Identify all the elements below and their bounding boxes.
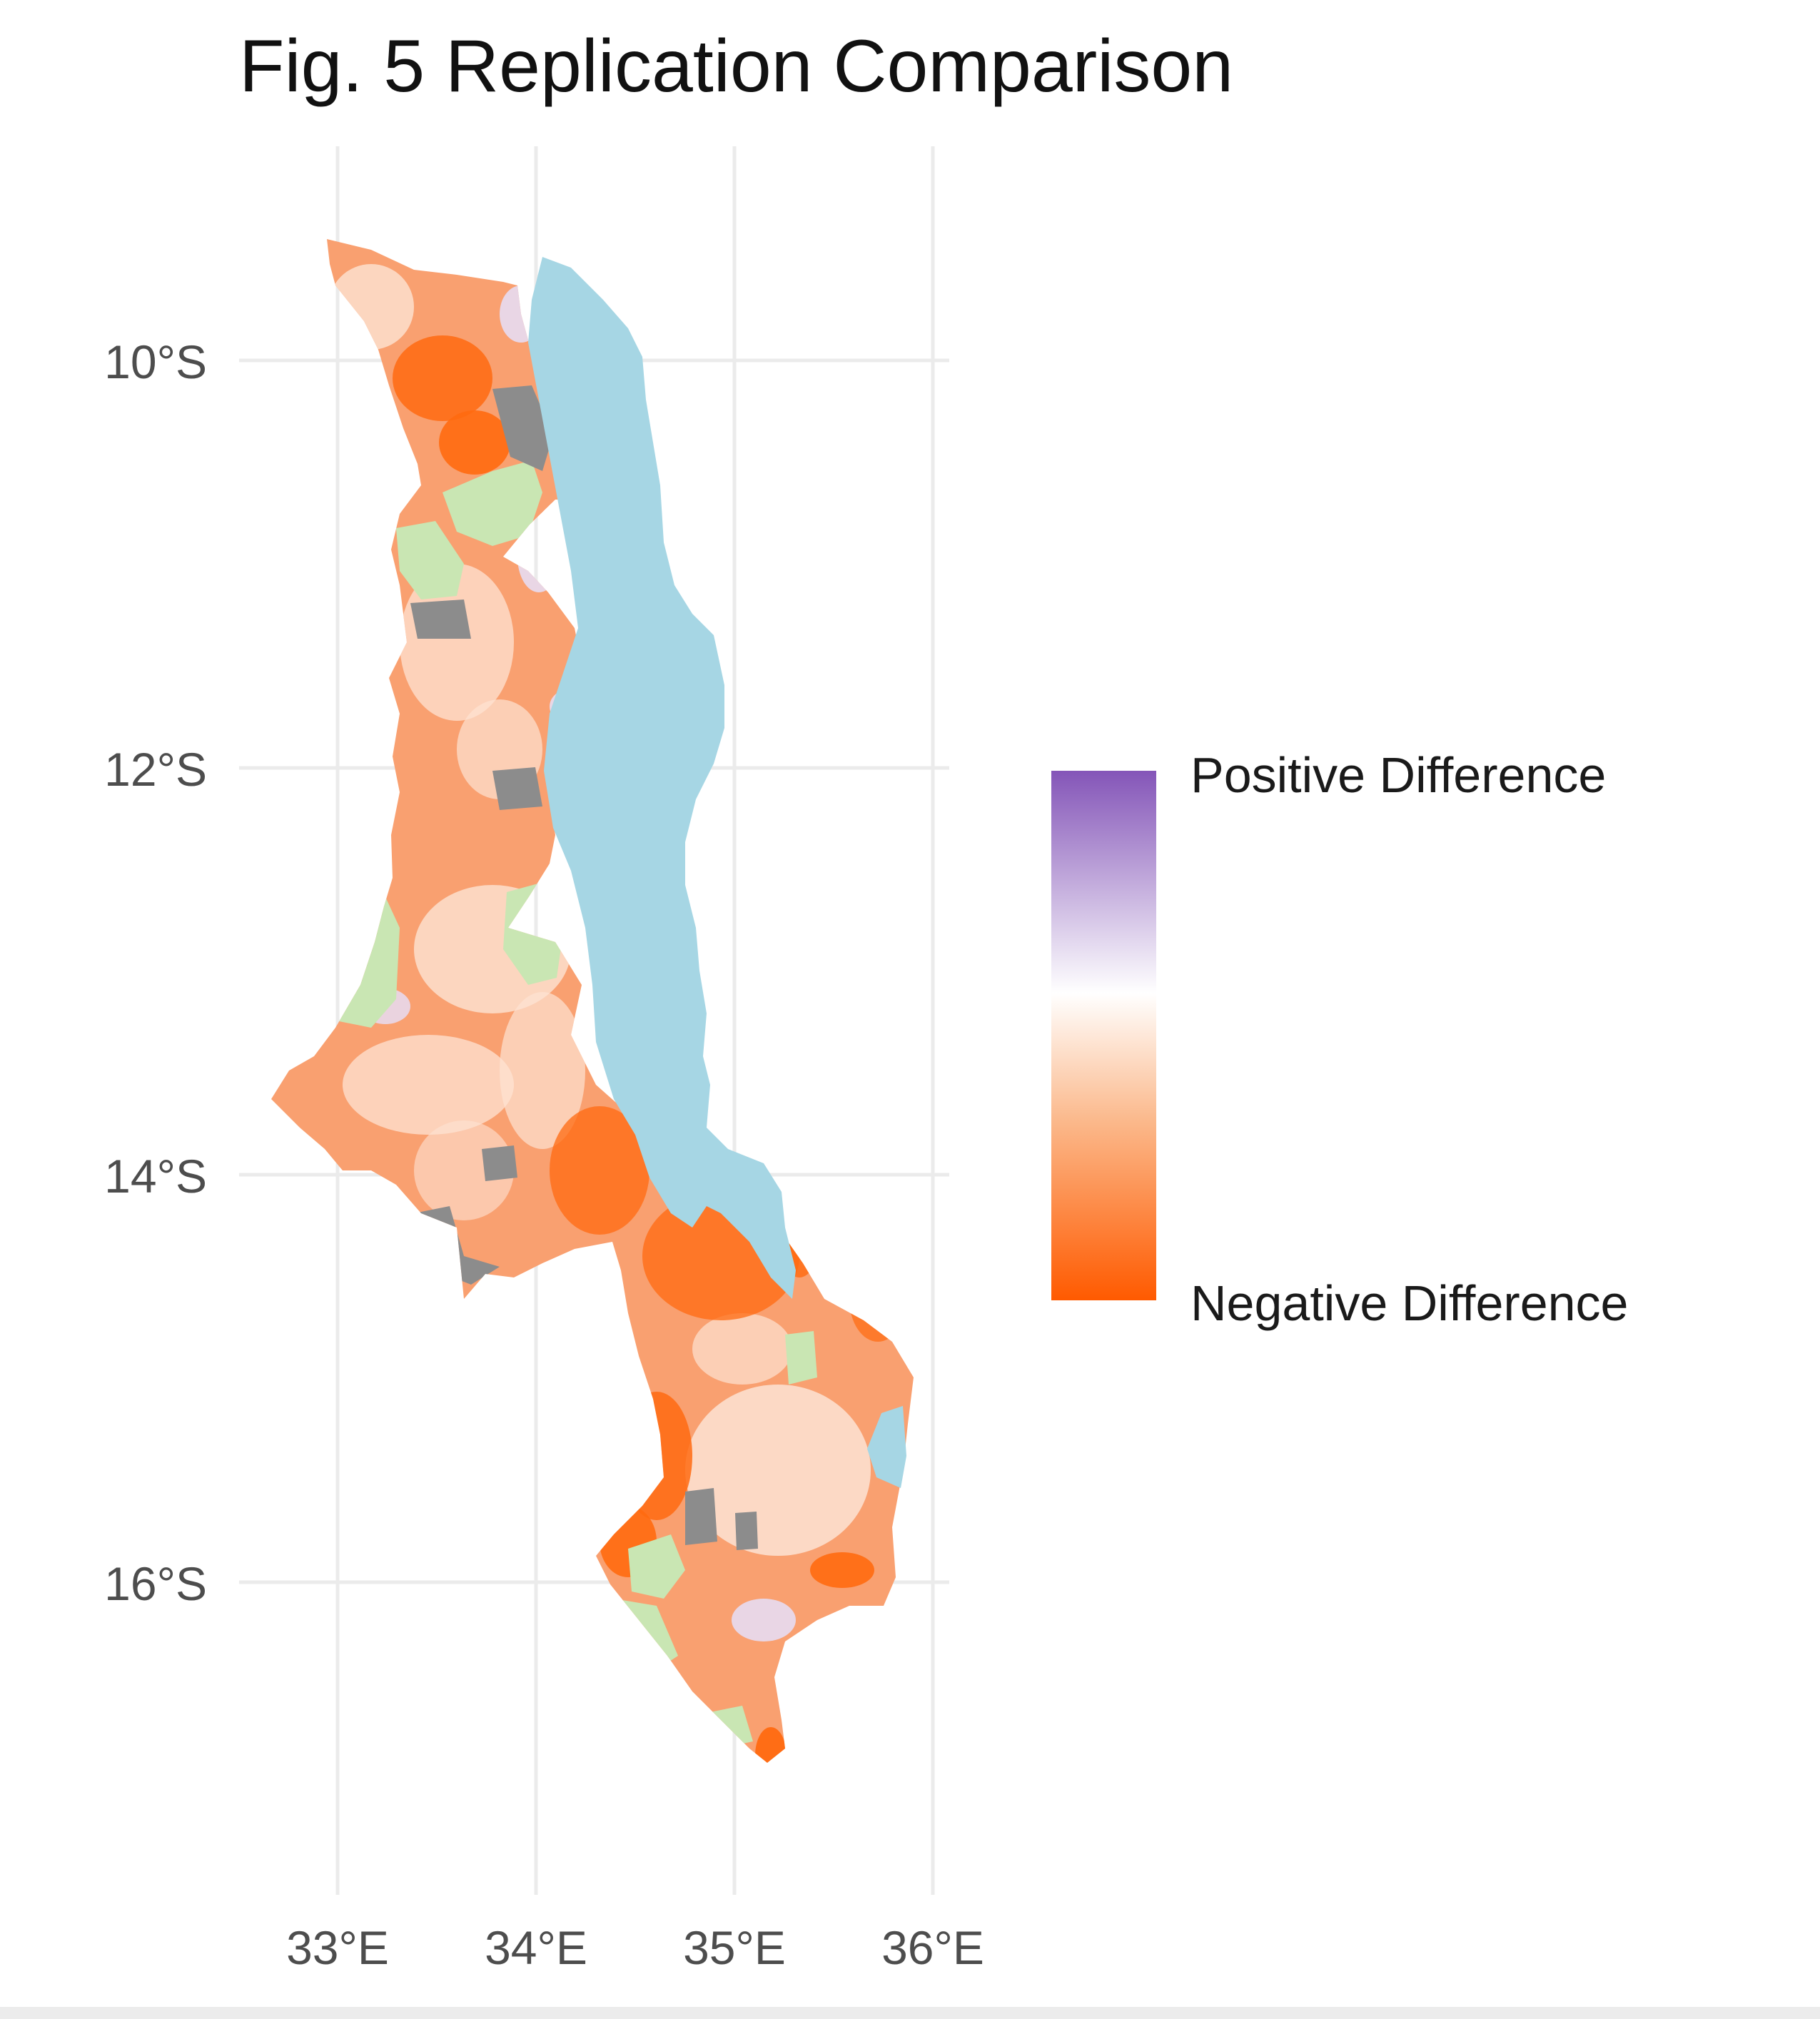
protected-area-1	[443, 460, 542, 546]
lake-malawi	[528, 257, 796, 1299]
no-data-area-1	[492, 385, 553, 471]
dark-patch-6	[621, 1392, 692, 1520]
dark-patch-8	[810, 1552, 874, 1588]
protected-area-8	[785, 1331, 817, 1385]
latitude-ticks: 10°S 12°S 14°S 16°S	[104, 335, 207, 1610]
lon-tick-34e: 34°E	[485, 1921, 587, 1974]
color-legend: Positive Difference Negative Difference	[1051, 747, 1629, 1331]
pale-patch-3	[343, 1035, 514, 1135]
legend-colorbar	[1051, 771, 1156, 1300]
legend-label-positive: Positive Difference	[1190, 747, 1606, 803]
pale-patch-5	[685, 1385, 871, 1556]
dark-patch-10	[849, 1256, 906, 1342]
longitude-ticks: 33°E 34°E 35°E 36°E	[286, 1921, 984, 1974]
lavender-patch-4	[732, 1599, 796, 1641]
protected-area-2	[396, 521, 464, 599]
lat-tick-16s: 16°S	[104, 1557, 207, 1610]
no-data-area-8	[753, 1788, 789, 1813]
dark-patch-3	[550, 1106, 649, 1235]
dark-patch-2	[439, 410, 510, 475]
chart-title: Fig. 5 Replication Comparison	[239, 25, 1233, 108]
lon-tick-35e: 35°E	[683, 1921, 786, 1974]
dark-patch-9	[755, 1727, 787, 1763]
pale-patch-8	[328, 264, 414, 350]
lake-southern	[867, 1406, 906, 1488]
lat-tick-10s: 10°S	[104, 335, 207, 388]
no-data-area-3	[492, 767, 542, 810]
no-data-area-7	[735, 1512, 758, 1550]
protected-area-5	[628, 1534, 685, 1599]
pale-patch-4	[500, 992, 585, 1149]
lon-tick-36e: 36°E	[881, 1921, 984, 1974]
no-data-area-5	[482, 1145, 517, 1181]
pale-patch-9	[414, 1120, 514, 1220]
lat-tick-14s: 14°S	[104, 1150, 207, 1203]
legend-label-negative: Negative Difference	[1190, 1275, 1629, 1331]
dark-patch-1	[393, 335, 492, 421]
lavender-patch-2	[517, 521, 560, 592]
lat-tick-12s: 12°S	[104, 743, 207, 796]
pale-patch-6	[692, 1313, 792, 1385]
no-data-area-6	[685, 1488, 717, 1545]
no-data-area-2	[410, 599, 471, 639]
lon-tick-33e: 33°E	[286, 1921, 389, 1974]
